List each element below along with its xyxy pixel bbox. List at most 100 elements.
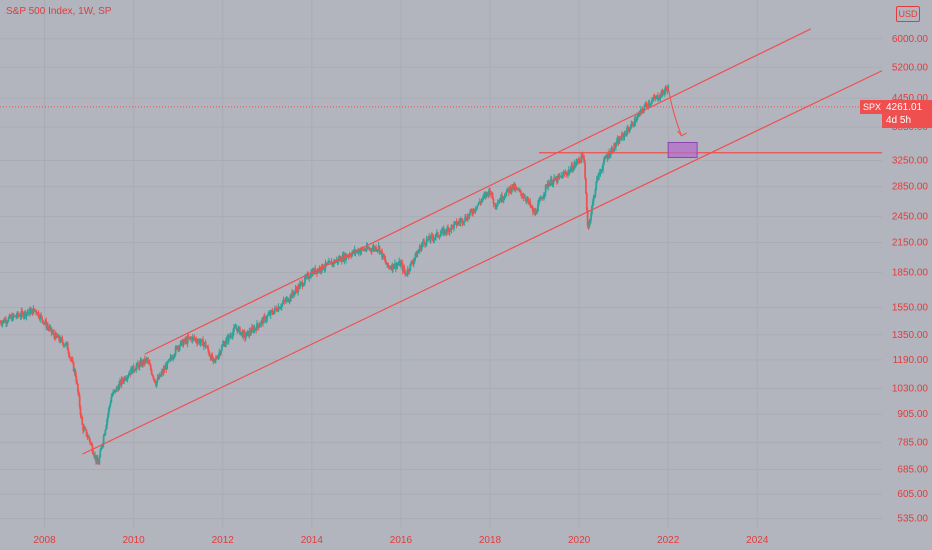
candle-body bbox=[276, 310, 279, 312]
candle-body bbox=[455, 221, 458, 226]
time-axis[interactable]: 2008 2010 2012 2014 2016 2018 2020 2022 2024 bbox=[33, 535, 768, 546]
candle-body bbox=[50, 327, 53, 333]
candle-body bbox=[126, 376, 129, 379]
candle-body bbox=[14, 315, 17, 317]
candle-body bbox=[253, 327, 256, 332]
candle-body bbox=[609, 154, 611, 157]
candle-body bbox=[371, 248, 374, 252]
candle-body bbox=[585, 193, 588, 210]
candle-body bbox=[283, 300, 286, 302]
price-series bbox=[0, 84, 670, 466]
candle-body bbox=[620, 139, 622, 141]
candle-body bbox=[536, 211, 539, 213]
candle-body bbox=[221, 344, 224, 347]
candle-body bbox=[518, 189, 521, 191]
candle-body bbox=[627, 127, 629, 130]
candle-body bbox=[593, 196, 596, 197]
candle-body bbox=[495, 205, 498, 207]
candle-body bbox=[585, 178, 587, 194]
candle-body bbox=[22, 312, 25, 318]
candle-body bbox=[101, 446, 103, 449]
candle-body bbox=[43, 322, 46, 324]
currency-badge[interactable]: USD bbox=[896, 6, 920, 22]
y-tick-label: 1350.00 bbox=[892, 330, 929, 341]
arrow-head bbox=[677, 130, 687, 137]
candle-body bbox=[266, 315, 269, 320]
candle-body bbox=[155, 381, 158, 386]
drawing-layer[interactable] bbox=[0, 28, 883, 455]
candle-body bbox=[316, 269, 319, 274]
candle-body bbox=[543, 195, 545, 197]
candle-body bbox=[524, 197, 527, 199]
candle-body bbox=[75, 375, 78, 382]
candle-body bbox=[403, 267, 406, 272]
candle-body bbox=[264, 316, 267, 321]
candle-body bbox=[98, 457, 101, 464]
candle-body bbox=[274, 307, 276, 311]
candle-body bbox=[366, 245, 369, 249]
candle-body bbox=[575, 162, 578, 165]
candle-body bbox=[439, 234, 442, 238]
candle-body bbox=[269, 310, 272, 316]
candle-body bbox=[293, 291, 296, 295]
candle-body bbox=[96, 458, 99, 464]
candle-body bbox=[413, 258, 416, 261]
trendline bbox=[144, 28, 811, 355]
candle-body bbox=[103, 434, 106, 436]
candle-body bbox=[360, 248, 363, 251]
bar-countdown: 4d 5h bbox=[886, 114, 912, 126]
candle-body bbox=[623, 133, 626, 138]
candle-body bbox=[88, 436, 90, 439]
candle-body bbox=[211, 355, 214, 361]
candle-body bbox=[204, 342, 207, 347]
candle-body bbox=[166, 361, 168, 370]
y-tick-label: 1850.00 bbox=[892, 267, 929, 278]
x-tick-label: 2020 bbox=[568, 535, 591, 546]
candle-body bbox=[167, 361, 169, 363]
candle-body bbox=[92, 452, 95, 455]
candle-body bbox=[243, 331, 246, 333]
candle-body bbox=[69, 357, 72, 359]
candle-body bbox=[5, 319, 7, 324]
candle-body bbox=[12, 314, 15, 317]
y-tick-label: 3250.00 bbox=[892, 156, 929, 167]
candle-body bbox=[285, 299, 288, 302]
candle-body bbox=[446, 227, 449, 233]
candle-body bbox=[327, 262, 329, 264]
candle-body bbox=[424, 244, 427, 246]
candle-body bbox=[459, 220, 462, 223]
candle-body bbox=[202, 343, 205, 347]
candle-body bbox=[107, 414, 109, 420]
candle-body bbox=[645, 104, 648, 107]
candle-body bbox=[301, 282, 304, 287]
candle-body bbox=[118, 383, 120, 390]
candle-body bbox=[590, 213, 592, 220]
candle-body bbox=[397, 264, 400, 266]
candle-body bbox=[292, 291, 294, 294]
candle-body bbox=[295, 288, 298, 290]
candle-body bbox=[79, 406, 82, 415]
candle-body bbox=[504, 196, 507, 197]
candle-body bbox=[644, 103, 646, 108]
candle-body bbox=[80, 414, 83, 418]
candle-body bbox=[105, 425, 108, 430]
candle-body bbox=[61, 339, 64, 343]
candle-body bbox=[364, 250, 367, 251]
candle-body bbox=[481, 199, 484, 201]
candle-body bbox=[258, 325, 261, 328]
candle-body bbox=[110, 396, 113, 403]
candle-body bbox=[89, 442, 92, 444]
candle-body bbox=[519, 190, 522, 194]
candle-body bbox=[23, 315, 25, 318]
x-tick-label: 2022 bbox=[657, 535, 680, 546]
candle-body bbox=[438, 236, 441, 238]
candle-body bbox=[444, 229, 447, 233]
candle-body bbox=[106, 419, 108, 426]
candle-body bbox=[522, 196, 525, 198]
candle-body bbox=[294, 288, 297, 292]
candle-body bbox=[85, 429, 88, 436]
candle-body bbox=[586, 209, 589, 226]
candle-body bbox=[515, 187, 518, 189]
candle-body bbox=[540, 197, 543, 199]
